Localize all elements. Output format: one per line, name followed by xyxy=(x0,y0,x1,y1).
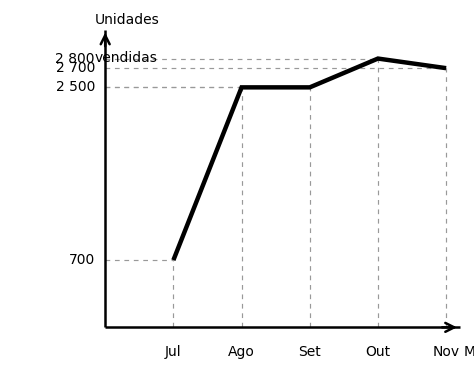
Text: 2 800: 2 800 xyxy=(55,52,95,65)
Text: Mês: Mês xyxy=(463,344,474,359)
Text: Unidades: Unidades xyxy=(95,13,160,27)
Text: Jul: Jul xyxy=(165,344,182,359)
Text: 2 500: 2 500 xyxy=(55,80,95,94)
Text: 700: 700 xyxy=(69,253,95,267)
Text: Out: Out xyxy=(365,344,391,359)
Text: Ago: Ago xyxy=(228,344,255,359)
Text: 2 700: 2 700 xyxy=(55,61,95,75)
Text: vendidas: vendidas xyxy=(95,51,158,65)
Text: Nov: Nov xyxy=(433,344,460,359)
Text: Set: Set xyxy=(299,344,321,359)
